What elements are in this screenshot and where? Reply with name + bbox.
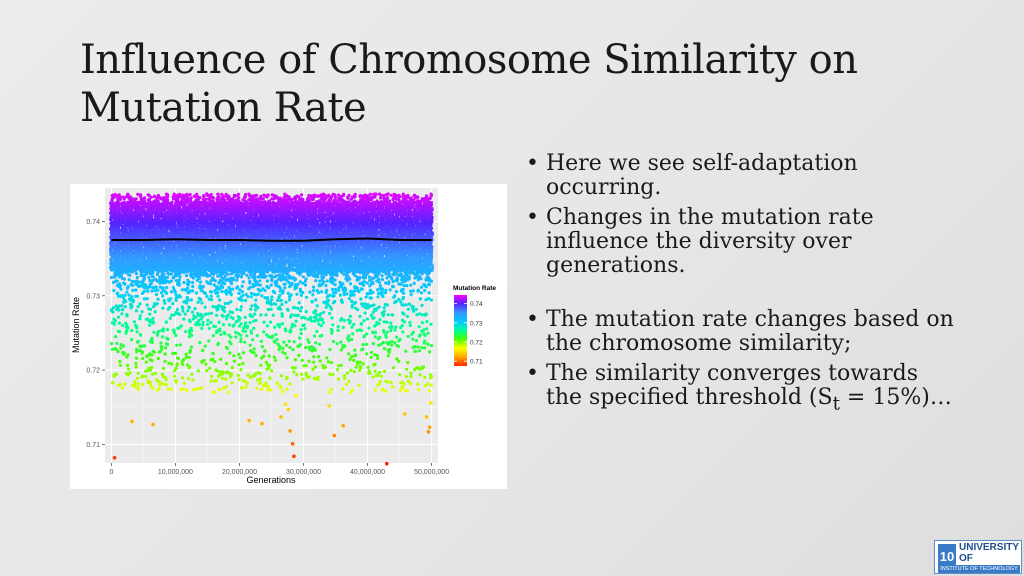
dense-point-band: [108, 192, 435, 394]
scatter-point: [176, 256, 180, 260]
scatter-point: [151, 258, 155, 262]
scatter-point: [297, 258, 301, 262]
scatter-point: [139, 260, 143, 264]
chart-panel: 0 10,000,000 20,000,000 30,000,000 40,000,00…: [70, 184, 507, 489]
scatter-point: [409, 262, 413, 266]
scatter-point: [248, 262, 252, 266]
scatter-point: [393, 260, 398, 264]
scatter-point: [160, 259, 164, 263]
scatter-point: [234, 260, 239, 264]
scatter-point: [368, 260, 372, 264]
scatter-point: [422, 228, 426, 232]
scatter-point: [283, 264, 287, 268]
scatter-point: [157, 262, 162, 266]
scatter-point: [209, 262, 213, 266]
scatter-point: [301, 260, 305, 265]
scatter-point: [317, 256, 321, 261]
scatter-point: [288, 260, 292, 264]
scatter-point: [245, 260, 249, 264]
scatter-point: [237, 261, 241, 266]
slide-title: Influence of Chromosome Similarity on Mu…: [80, 37, 858, 131]
scatter-point: [163, 256, 167, 260]
scatter-point: [247, 258, 251, 262]
scatter-point: [146, 258, 150, 262]
scatter-point: [171, 260, 175, 264]
scatter-point: [223, 256, 227, 260]
scatter-point: [150, 263, 154, 267]
scatter-point: [421, 258, 425, 262]
mutation-rate-scatter-chart: 0 10,000,000 20,000,000 30,000,000 40,000,00…: [71, 188, 496, 485]
scatter-point: [316, 263, 321, 267]
